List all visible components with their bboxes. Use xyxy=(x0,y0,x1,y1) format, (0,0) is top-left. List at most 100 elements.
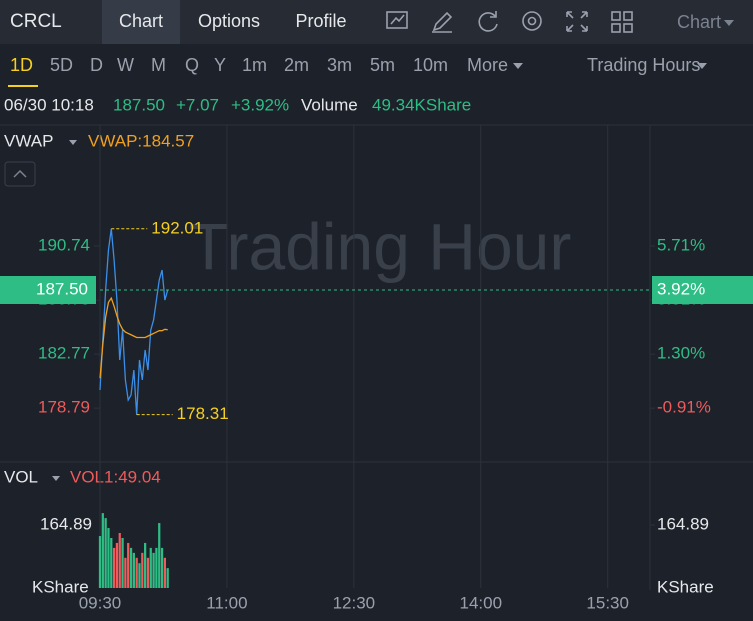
chart-menu[interactable]: Chart xyxy=(677,12,721,32)
volume-bar xyxy=(141,552,144,588)
indicator-value: VOL1:49.04 xyxy=(70,467,161,486)
volume-bar xyxy=(104,518,107,588)
timeframe[interactable]: 1m xyxy=(242,55,267,75)
timeframe[interactable]: 1D xyxy=(10,55,33,75)
timeframe[interactable]: More xyxy=(467,55,508,75)
symbol: CRCL xyxy=(10,11,62,32)
icon-indicator[interactable] xyxy=(386,11,408,29)
current-price-label: 187.50 xyxy=(36,279,88,298)
volume-bar xyxy=(107,528,110,588)
timeframe[interactable]: 2m xyxy=(284,55,309,75)
active-tab-bg xyxy=(102,0,180,44)
y2-tick-label: 164.89 xyxy=(657,514,709,533)
high-label: 192.01 xyxy=(151,218,203,237)
current-pct-box xyxy=(652,275,753,304)
x-tick-label: 12:30 xyxy=(333,593,376,612)
volume-bar xyxy=(129,547,133,588)
volume-bar xyxy=(98,536,102,588)
quote-change: +7.07 xyxy=(176,95,219,114)
current-pct-label: 3.92% xyxy=(657,279,705,298)
quote-time: 06/30 10:18 xyxy=(4,95,94,114)
volume-bar xyxy=(101,513,104,588)
volume-bar xyxy=(138,563,141,588)
volume-label: Volume xyxy=(301,95,358,114)
quote-change-pct: +3.92% xyxy=(231,95,289,114)
y-tick-label: 164.89 xyxy=(40,514,92,533)
icon-fullscreen[interactable] xyxy=(566,11,588,32)
dropdown-arrow xyxy=(69,140,77,145)
indicator-name[interactable]: VOL xyxy=(4,467,38,486)
icon-draw[interactable] xyxy=(432,11,453,33)
volume-unit: KShare xyxy=(657,577,714,596)
timeframe[interactable]: Q xyxy=(185,55,199,75)
price-line xyxy=(99,296,168,379)
y-tick-label: 190.74 xyxy=(38,236,90,255)
volume-bar xyxy=(115,542,119,588)
volume-bar xyxy=(118,532,121,588)
y2-tick-label: 5.71% xyxy=(657,236,705,255)
volume-bar xyxy=(152,552,155,588)
indicator-value: VWAP:184.57 xyxy=(88,131,194,150)
volume-bar xyxy=(144,542,147,588)
dropdown-arrow xyxy=(513,63,523,69)
volume-bar xyxy=(110,537,113,588)
timeframe[interactable]: W xyxy=(117,55,134,75)
volume-bar xyxy=(160,547,164,588)
current-price-box xyxy=(0,275,96,304)
volume-bar xyxy=(163,557,166,588)
dropdown-arrow xyxy=(724,20,734,26)
volume-bar xyxy=(112,547,116,588)
icon-layout xyxy=(623,23,633,33)
y-tick-label: 182.77 xyxy=(38,344,90,363)
icon-indicator-line xyxy=(390,14,405,25)
volume-bar xyxy=(158,523,161,588)
icon-settings-core xyxy=(527,16,537,26)
volume-bar xyxy=(124,557,127,588)
session-menu[interactable]: Trading Hours xyxy=(587,55,700,75)
volume-bar xyxy=(146,557,150,588)
dropdown-arrow xyxy=(52,476,60,481)
x-tick-label: 11:00 xyxy=(206,593,247,612)
x-tick-label: 15:30 xyxy=(586,593,629,612)
volume-bar xyxy=(132,552,135,588)
volume-bar xyxy=(155,547,158,588)
timeframe[interactable]: 10m xyxy=(413,55,448,75)
timeframe[interactable]: Y xyxy=(214,55,226,75)
x-tick-label: 09:30 xyxy=(79,593,122,612)
icon-layout xyxy=(611,23,621,33)
volume-bar xyxy=(149,547,152,588)
timeframe[interactable]: 5D xyxy=(50,55,73,75)
y2-tick-label: -0.91% xyxy=(657,398,711,417)
tab[interactable]: Options xyxy=(198,11,260,31)
tab[interactable]: Chart xyxy=(119,11,163,31)
y2-tick-label: 1.30% xyxy=(657,344,705,363)
timeframe[interactable]: D xyxy=(90,55,103,75)
tab[interactable]: Profile xyxy=(295,11,346,31)
volume-bar xyxy=(127,542,130,588)
volume-unit: KShare xyxy=(32,577,89,596)
x-tick-label: 14:00 xyxy=(459,593,502,612)
watermark: Trading Hour xyxy=(189,209,572,283)
volume-bar xyxy=(166,568,169,588)
indicator-name[interactable]: VWAP xyxy=(4,131,53,150)
icon-refresh[interactable] xyxy=(478,11,498,32)
icon-layout xyxy=(623,11,633,21)
icon-layout[interactable] xyxy=(611,11,621,21)
volume-bar xyxy=(135,557,138,588)
dropdown-arrow xyxy=(697,63,707,69)
volume-value: 49.34KShare xyxy=(372,95,471,114)
quote-price: 187.50 xyxy=(113,95,165,114)
icon-settings[interactable] xyxy=(522,11,542,31)
y-tick-label: 178.79 xyxy=(38,398,90,417)
collapse-button[interactable] xyxy=(4,161,36,187)
toolbar-icons xyxy=(386,11,633,33)
timeframe[interactable]: 3m xyxy=(327,55,352,75)
timeframe[interactable]: M xyxy=(151,55,166,75)
volume-bar xyxy=(121,537,124,588)
timeframe[interactable]: 5m xyxy=(370,55,395,75)
price-line xyxy=(99,228,169,415)
collapse-icon xyxy=(13,169,27,178)
low-label: 178.31 xyxy=(177,404,229,423)
